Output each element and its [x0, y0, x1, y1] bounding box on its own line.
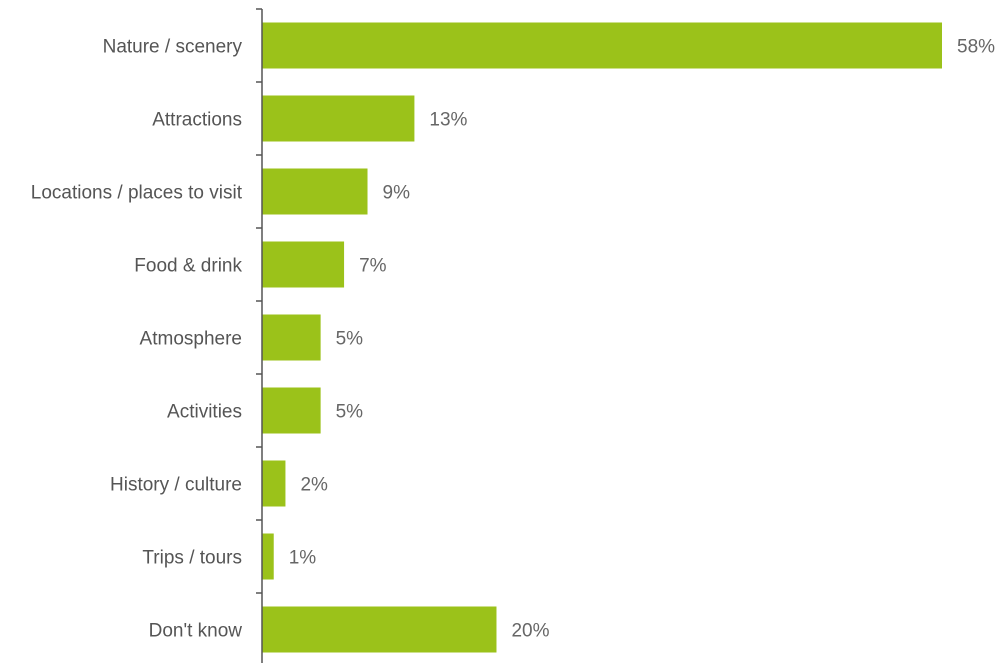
category-label: Food & drink — [134, 256, 242, 277]
bar — [262, 22, 942, 69]
value-label: 5% — [336, 329, 364, 350]
bar — [262, 533, 274, 580]
value-label: 1% — [289, 548, 317, 569]
category-label: Atmosphere — [140, 329, 242, 350]
value-label: 20% — [511, 621, 549, 642]
category-label: Nature / scenery — [103, 37, 243, 58]
value-label: 5% — [336, 402, 364, 423]
bar — [262, 241, 345, 288]
bar — [262, 95, 415, 142]
value-label: 58% — [957, 37, 995, 58]
category-label: Activities — [167, 402, 242, 423]
category-axis — [256, 8, 263, 663]
bar — [262, 168, 368, 215]
value-label: 2% — [300, 475, 328, 496]
bar — [262, 606, 497, 653]
bar — [262, 314, 321, 361]
category-label: Trips / tours — [142, 548, 242, 569]
value-label: 7% — [359, 256, 387, 277]
bars-group — [262, 22, 942, 653]
labels-group: Nature / scenery 58% Attractions 13% Locatio… — [31, 37, 995, 642]
bar — [262, 387, 321, 434]
value-label: 13% — [429, 110, 467, 131]
category-label: Don't know — [149, 621, 243, 642]
category-label: Locations / places to visit — [31, 183, 243, 204]
bar — [262, 460, 286, 507]
category-label: Attractions — [152, 110, 242, 131]
value-label: 9% — [383, 183, 411, 204]
category-label: History / culture — [110, 475, 242, 496]
